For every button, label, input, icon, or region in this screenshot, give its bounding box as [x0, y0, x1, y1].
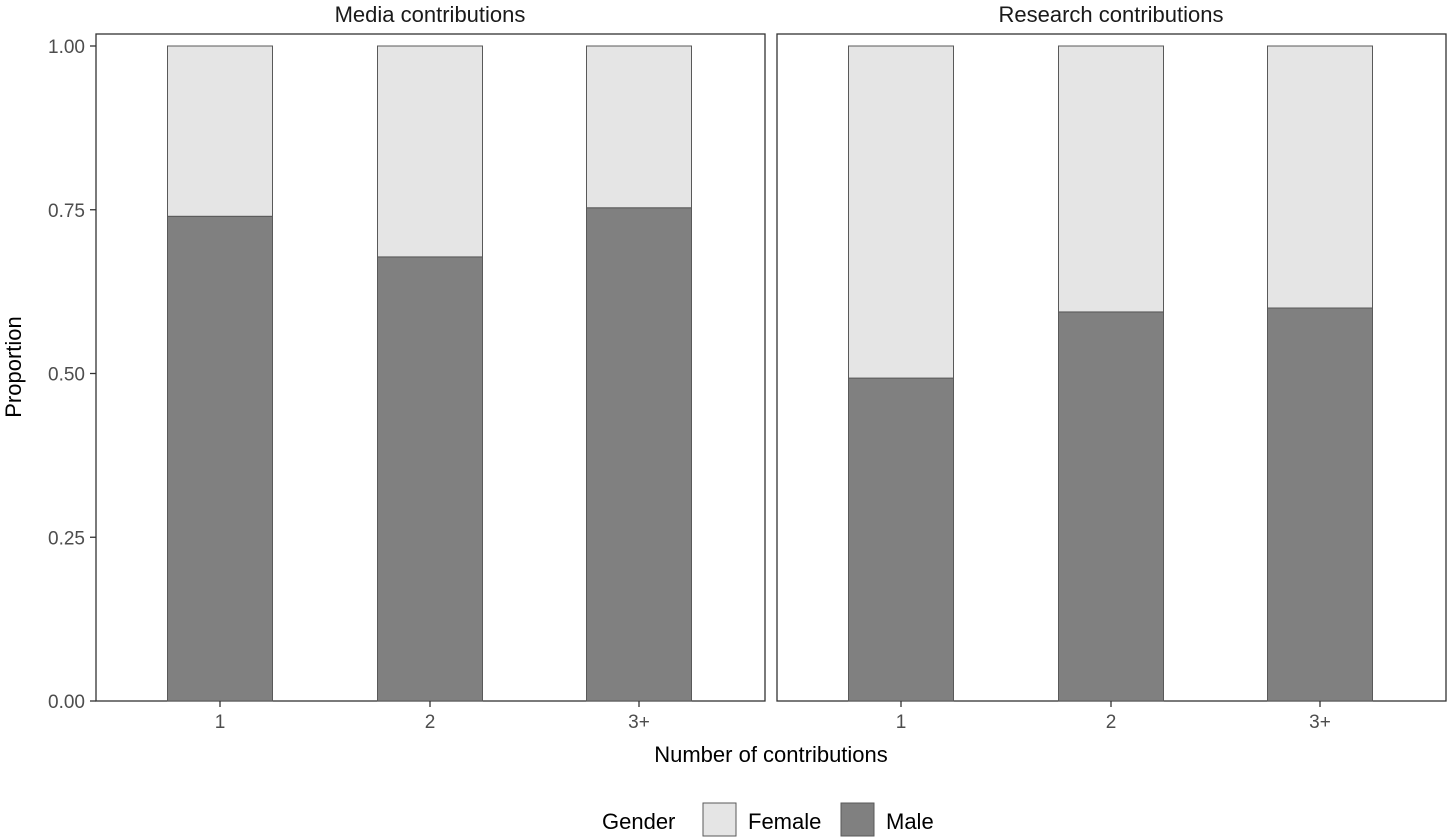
bars-layer — [167, 45, 1373, 702]
bar-panel1-cat2-male — [1267, 307, 1373, 702]
y-tick-label-1: 0.25 — [48, 528, 85, 549]
bar-panel0-cat2-female — [586, 45, 692, 209]
x-tick-label-panel0-0: 1 — [215, 712, 226, 733]
legend-label-female: Female — [748, 809, 821, 834]
legend-key-female — [702, 802, 737, 837]
y-tick-label-3: 0.75 — [48, 201, 85, 222]
y-tick-label-0: 0.00 — [48, 692, 85, 713]
panel-title-research: Research contributions — [998, 2, 1223, 27]
bar-panel1-cat2-female — [1267, 45, 1373, 309]
legend-key-male — [840, 802, 875, 837]
x-axis: 1 2 3+ 1 2 3+ — [215, 701, 1331, 733]
y-axis-title: Proportion — [1, 316, 26, 418]
legend-title: Gender — [602, 809, 675, 834]
y-tick-label-2: 0.50 — [48, 365, 85, 386]
bar-panel0-cat0-female — [167, 45, 273, 217]
legend-label-male: Male — [886, 809, 934, 834]
bar-panel1-cat0-female — [848, 45, 954, 379]
x-axis-title: Number of contributions — [654, 742, 888, 767]
legend: Gender Female Male — [602, 802, 934, 837]
bar-panel1-cat1-male — [1058, 311, 1164, 702]
x-tick-label-panel1-2: 3+ — [1309, 712, 1331, 733]
bar-panel1-cat1-female — [1058, 45, 1164, 313]
x-tick-label-panel1-0: 1 — [896, 712, 907, 733]
x-tick-label-panel0-2: 3+ — [628, 712, 650, 733]
bar-panel0-cat0-male — [167, 215, 273, 702]
y-tick-label-4: 1.00 — [48, 37, 85, 58]
x-tick-label-panel0-1: 2 — [425, 712, 436, 733]
panel-title-media: Media contributions — [335, 2, 526, 27]
x-tick-label-panel1-1: 2 — [1106, 712, 1117, 733]
bar-panel0-cat1-female — [377, 45, 483, 258]
bar-panel0-cat2-male — [586, 207, 692, 702]
y-axis: 0.00 0.25 0.50 0.75 1.00 — [48, 37, 96, 713]
bar-panel0-cat1-male — [377, 256, 483, 702]
bar-panel1-cat0-male — [848, 377, 954, 702]
